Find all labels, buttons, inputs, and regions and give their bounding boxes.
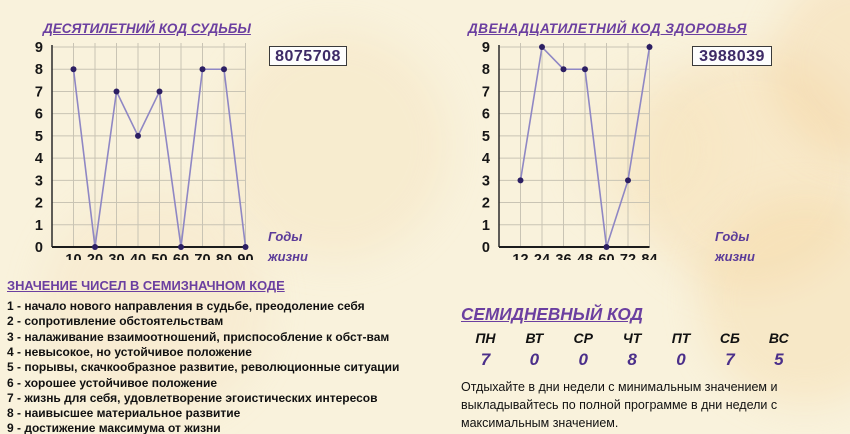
svg-text:10: 10	[65, 252, 81, 260]
svg-text:0: 0	[35, 240, 43, 256]
svg-text:4: 4	[482, 151, 490, 167]
svg-text:24: 24	[534, 252, 550, 260]
svg-text:3: 3	[35, 173, 43, 189]
svg-text:2: 2	[35, 196, 43, 212]
svg-text:5: 5	[482, 129, 490, 145]
svg-text:7: 7	[482, 84, 490, 100]
svg-text:48: 48	[577, 252, 593, 260]
svg-text:8: 8	[35, 62, 43, 78]
svg-text:60: 60	[598, 252, 614, 260]
svg-text:6: 6	[35, 107, 43, 123]
svg-text:1: 1	[35, 218, 43, 234]
svg-text:72: 72	[620, 252, 636, 260]
svg-text:70: 70	[194, 252, 210, 260]
svg-text:80: 80	[216, 252, 232, 260]
svg-text:0: 0	[482, 240, 490, 256]
svg-text:12: 12	[512, 252, 528, 260]
svg-text:5: 5	[35, 129, 43, 145]
svg-text:3: 3	[482, 173, 490, 189]
svg-text:84: 84	[641, 252, 657, 260]
svg-text:9: 9	[35, 40, 43, 56]
svg-text:30: 30	[108, 252, 124, 260]
svg-text:90: 90	[237, 252, 253, 260]
svg-text:40: 40	[130, 252, 146, 260]
svg-text:8: 8	[482, 62, 490, 78]
svg-text:20: 20	[87, 252, 103, 260]
svg-text:1: 1	[482, 218, 490, 234]
svg-text:9: 9	[482, 40, 490, 56]
svg-text:36: 36	[555, 252, 571, 260]
svg-text:4: 4	[35, 151, 43, 167]
svg-text:2: 2	[482, 196, 490, 212]
svg-text:7: 7	[35, 84, 43, 100]
svg-text:60: 60	[173, 252, 189, 260]
svg-text:6: 6	[482, 107, 490, 123]
svg-text:50: 50	[151, 252, 167, 260]
